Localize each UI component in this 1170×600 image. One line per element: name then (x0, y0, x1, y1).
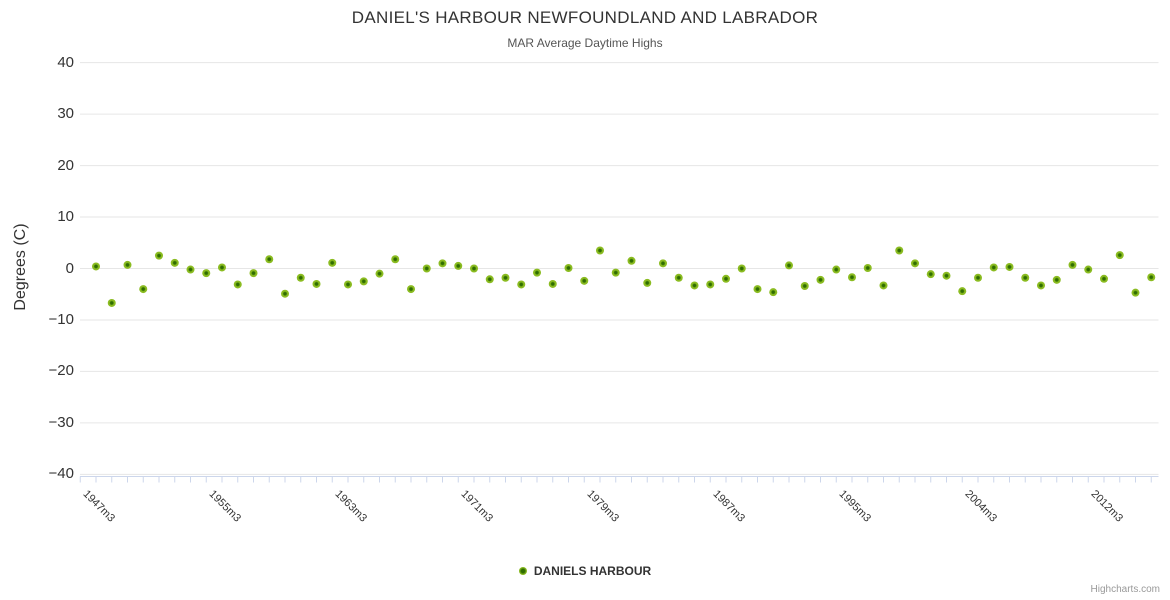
data-point[interactable] (218, 263, 226, 272)
data-point[interactable] (911, 259, 919, 268)
data-point[interactable] (1005, 262, 1014, 271)
data-point[interactable] (186, 265, 195, 274)
data-point[interactable] (296, 273, 305, 282)
data-point[interactable] (800, 281, 809, 290)
y-axis-label: 30 (57, 105, 74, 123)
data-point[interactable] (1068, 260, 1077, 269)
data-point[interactable] (533, 268, 541, 277)
data-point[interactable] (926, 270, 935, 279)
data-point[interactable] (1131, 288, 1140, 297)
data-point[interactable] (1115, 251, 1124, 260)
data-point[interactable] (517, 280, 526, 289)
data-point[interactable] (107, 298, 116, 307)
data-point[interactable] (202, 269, 211, 278)
data-point[interactable] (470, 264, 478, 273)
data-point[interactable] (391, 255, 400, 264)
data-point[interactable] (438, 259, 447, 268)
data-point[interactable] (123, 260, 132, 269)
data-point[interactable] (454, 261, 463, 270)
data-point[interactable] (989, 263, 998, 272)
data-point[interactable] (848, 273, 856, 282)
data-point[interactable] (785, 261, 793, 270)
data-point[interactable] (485, 275, 494, 284)
data-point[interactable] (737, 264, 746, 273)
credits-link[interactable]: Highcharts.com (1090, 584, 1160, 595)
data-point[interactable] (564, 263, 573, 272)
data-point[interactable] (249, 269, 258, 278)
data-point[interactable] (659, 259, 667, 268)
data-point[interactable] (580, 276, 589, 285)
legend-marker-icon (518, 567, 527, 575)
data-point[interactable] (359, 277, 368, 286)
chart-subtitle: MAR Average Daytime Highs (507, 36, 663, 50)
data-point[interactable] (312, 279, 321, 288)
data-point[interactable] (265, 255, 274, 264)
data-point[interactable] (548, 279, 557, 288)
data-point[interactable] (1052, 275, 1061, 284)
data-point[interactable] (1147, 273, 1156, 282)
data-point[interactable] (501, 273, 510, 282)
data-point[interactable] (155, 251, 163, 260)
data-point[interactable] (375, 269, 384, 278)
y-axis-label: 20 (57, 156, 74, 174)
data-point[interactable] (895, 246, 904, 255)
data-point[interactable] (1021, 273, 1030, 282)
data-point[interactable] (611, 268, 620, 277)
data-point[interactable] (422, 264, 431, 273)
data-point[interactable] (942, 271, 951, 280)
data-point[interactable] (674, 273, 683, 282)
data-point[interactable] (879, 281, 888, 290)
legend-item[interactable]: DANIELS HARBOUR (0, 564, 1170, 578)
data-point[interactable] (170, 258, 179, 267)
data-point[interactable] (328, 258, 337, 267)
data-point[interactable] (1084, 265, 1093, 274)
data-point[interactable] (863, 263, 872, 272)
data-point[interactable] (974, 273, 982, 282)
data-point[interactable] (753, 285, 762, 294)
y-axis-label: −10 (48, 310, 74, 328)
data-point[interactable] (281, 289, 289, 298)
y-axis-label: 40 (57, 53, 74, 71)
y-axis-label: 10 (57, 208, 74, 226)
data-point[interactable] (1037, 281, 1045, 290)
y-axis-label: −20 (48, 362, 74, 380)
data-point[interactable] (139, 285, 148, 294)
data-point[interactable] (1100, 274, 1108, 283)
data-point[interactable] (92, 262, 100, 271)
data-point[interactable] (344, 280, 352, 289)
data-point[interactable] (769, 288, 778, 297)
data-point[interactable] (690, 281, 699, 290)
data-point[interactable] (958, 287, 967, 296)
y-axis-label: −30 (48, 413, 74, 431)
data-point[interactable] (643, 278, 652, 287)
y-axis-label: −40 (48, 465, 74, 483)
data-point[interactable] (832, 265, 841, 274)
legend-label: DANIELS HARBOUR (533, 564, 652, 578)
data-point[interactable] (407, 285, 415, 294)
chart-title: DANIEL'S HARBOUR NEWFOUNDLAND AND LABRAD… (351, 8, 819, 27)
data-point[interactable] (596, 246, 604, 255)
y-axis-label: 0 (65, 259, 74, 277)
data-point[interactable] (706, 280, 715, 289)
data-point[interactable] (722, 274, 730, 283)
data-point[interactable] (816, 275, 825, 284)
data-point[interactable] (233, 280, 242, 289)
data-point[interactable] (627, 256, 636, 265)
